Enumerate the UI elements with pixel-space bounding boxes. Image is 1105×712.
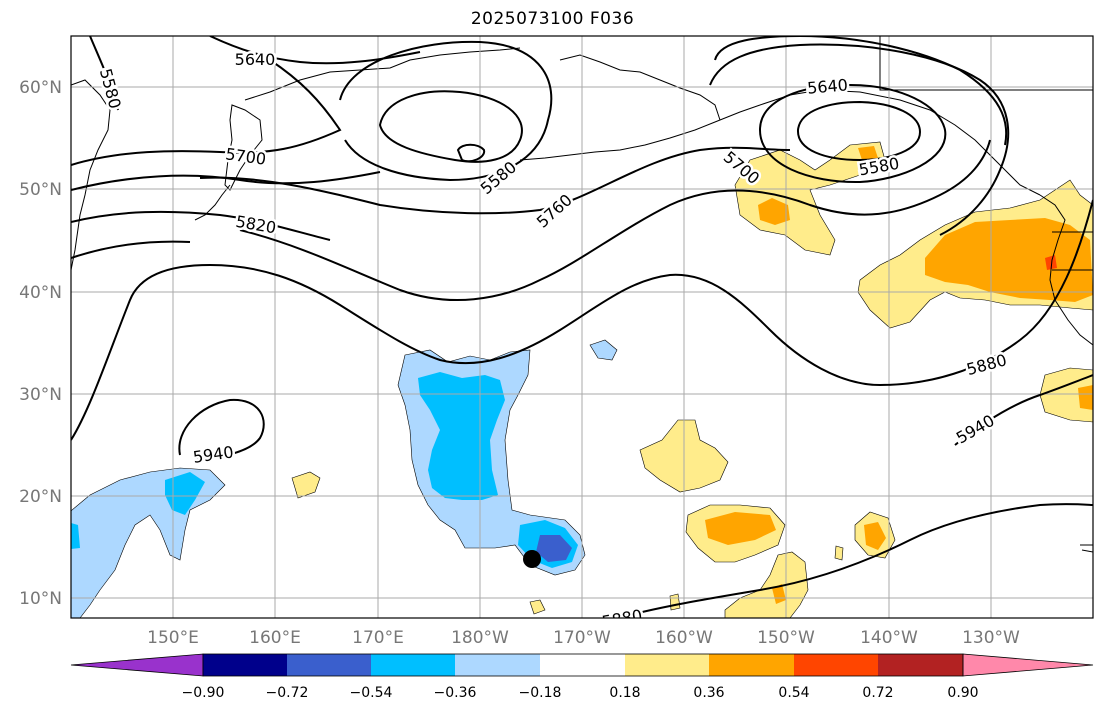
positive-small-d (834, 545, 844, 561)
colorbar-segment-7 (709, 654, 794, 676)
coastline-kamchatka (71, 79, 111, 271)
storm-center-dot (523, 550, 541, 568)
coastline-aleutians (519, 104, 761, 161)
colorbar-label-7: 0.36 (693, 685, 724, 701)
lon-tick-labels: 150°E 160°E 170°E 180°W 170°W 160°W 150°… (147, 628, 1020, 648)
colorbar-label-10: 0.90 (947, 685, 978, 701)
coastline-alaska-south (759, 89, 1041, 196)
contour-5760-west (71, 171, 381, 191)
colorbar-segment-8 (794, 654, 878, 676)
contour-5820-west (71, 210, 331, 241)
positive-small-c (669, 593, 681, 611)
lon-label-130w: 130°W (962, 628, 1020, 648)
positive-region-westcoast-red (1045, 255, 1057, 270)
colorbar-segment-9 (878, 654, 963, 676)
colorbar-segment-4 (455, 654, 540, 676)
colorbar-label-8: 0.54 (778, 685, 809, 701)
positive-region-south-core (772, 584, 786, 604)
contour-5940-high (178, 398, 265, 461)
anomaly-shading (71, 141, 1093, 618)
lon-label-170e: 170°E (352, 628, 404, 648)
contour-5880-south (614, 503, 1093, 618)
lat-label-60n: 60°N (19, 78, 62, 98)
colorbar-label-2: −0.72 (266, 685, 309, 701)
contour-5560-low (378, 90, 523, 163)
coastline-westcoast (1039, 194, 1093, 346)
contour-5760-main (199, 146, 791, 215)
colorbar-segment-1 (203, 654, 287, 676)
contour-5580-loop (339, 40, 553, 182)
negative-region-central-inner (418, 372, 505, 500)
contour-5940-east (954, 374, 1093, 446)
coastline-alaska-west (559, 54, 721, 121)
positive-region-gulf-core2 (858, 146, 878, 160)
positive-region-gulf-core (758, 198, 790, 225)
colorbar-label-5: −0.18 (519, 685, 562, 701)
colorbar-label-4: −0.36 (434, 685, 477, 701)
lat-label-50n: 50°N (19, 180, 62, 200)
colorbar-extend-max (962, 653, 1094, 677)
colorbar-segment-2 (287, 654, 371, 676)
lon-label-180w: 180°W (451, 628, 509, 648)
colorbar-segment-6 (625, 654, 709, 676)
lon-label-140w: 140°W (860, 628, 918, 648)
coastline-mexico (1080, 544, 1093, 553)
contour-5640-gulf (714, 36, 1008, 146)
contour-5700-west (71, 59, 342, 166)
coastline-canada-border (879, 36, 1093, 91)
map-frame (70, 35, 1094, 619)
graticule (71, 36, 1093, 618)
contour-5520-low-center (456, 143, 486, 163)
map-title: 2025073100 F036 (470, 9, 635, 29)
lon-label-160w: 160°W (655, 628, 713, 648)
colorbar-frame (202, 653, 964, 677)
colorbar-label-1: −0.90 (182, 685, 225, 701)
contour-5520-gulf-inner (796, 100, 922, 162)
colorbar-label-6: 0.18 (609, 685, 640, 701)
positive-region-east-core (1078, 385, 1093, 410)
negative-region-west-inner (165, 472, 205, 515)
height-contours (71, 36, 1093, 618)
contour-5700-gulf (709, 43, 1010, 236)
lat-label-40n: 40°N (19, 283, 62, 303)
colorbar-extend-min (70, 653, 204, 677)
positive-region-westcoast-core (925, 218, 1093, 302)
contour-5820-main (239, 139, 991, 302)
lon-label-150w: 150°W (757, 628, 815, 648)
contour-label-7: 5640 (806, 75, 848, 97)
positive-small-b (529, 599, 546, 615)
positive-small-a (291, 471, 321, 499)
colorbar-label-3: −0.54 (350, 685, 393, 701)
positive-region-hawaii-s-core (705, 512, 776, 545)
lat-tick-labels: 60°N 50°N 40°N 30°N 20°N 10°N (19, 78, 62, 609)
lat-label-30n: 30°N (19, 385, 62, 405)
colorbar-label-9: 0.72 (862, 685, 893, 701)
lat-label-10n: 10°N (19, 589, 62, 609)
positive-region-hawaii-e-core (864, 522, 886, 550)
negative-region-core (536, 535, 572, 562)
negative-small-patch (589, 339, 618, 361)
positive-region-east (1039, 367, 1093, 423)
positive-region-gulf (734, 141, 886, 256)
contour-5580-west (89, 36, 119, 111)
contour-5880-main (71, 199, 1093, 441)
colorbar-segment-3 (371, 654, 455, 676)
contour-5880-west (71, 240, 191, 259)
lon-label-160e: 160°E (249, 628, 301, 648)
negative-region-west-edge (71, 523, 80, 549)
colorbar: −0.90 −0.72 −0.54 −0.36 −0.18 0.18 0.36 … (70, 653, 1094, 701)
lat-label-20n: 20°N (19, 487, 62, 507)
contour-5580-gulf (758, 83, 947, 184)
lon-label-150e: 150°E (147, 628, 199, 648)
coastline-us-border (1052, 231, 1093, 271)
lon-label-170w: 170°W (553, 628, 611, 648)
colorbar-segment-5 (540, 654, 625, 676)
coastline-kuril (194, 184, 231, 221)
contour-label-1: 5640 (235, 50, 276, 69)
